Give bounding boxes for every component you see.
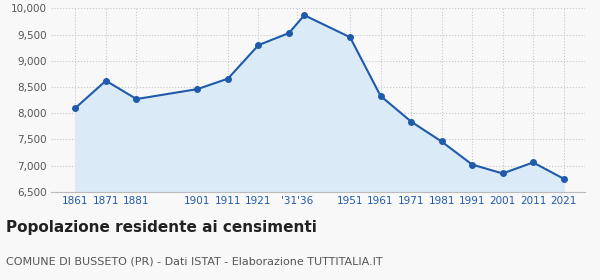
Text: Popolazione residente ai censimenti: Popolazione residente ai censimenti	[6, 220, 317, 235]
Text: COMUNE DI BUSSETO (PR) - Dati ISTAT - Elaborazione TUTTITALIA.IT: COMUNE DI BUSSETO (PR) - Dati ISTAT - El…	[6, 256, 383, 266]
